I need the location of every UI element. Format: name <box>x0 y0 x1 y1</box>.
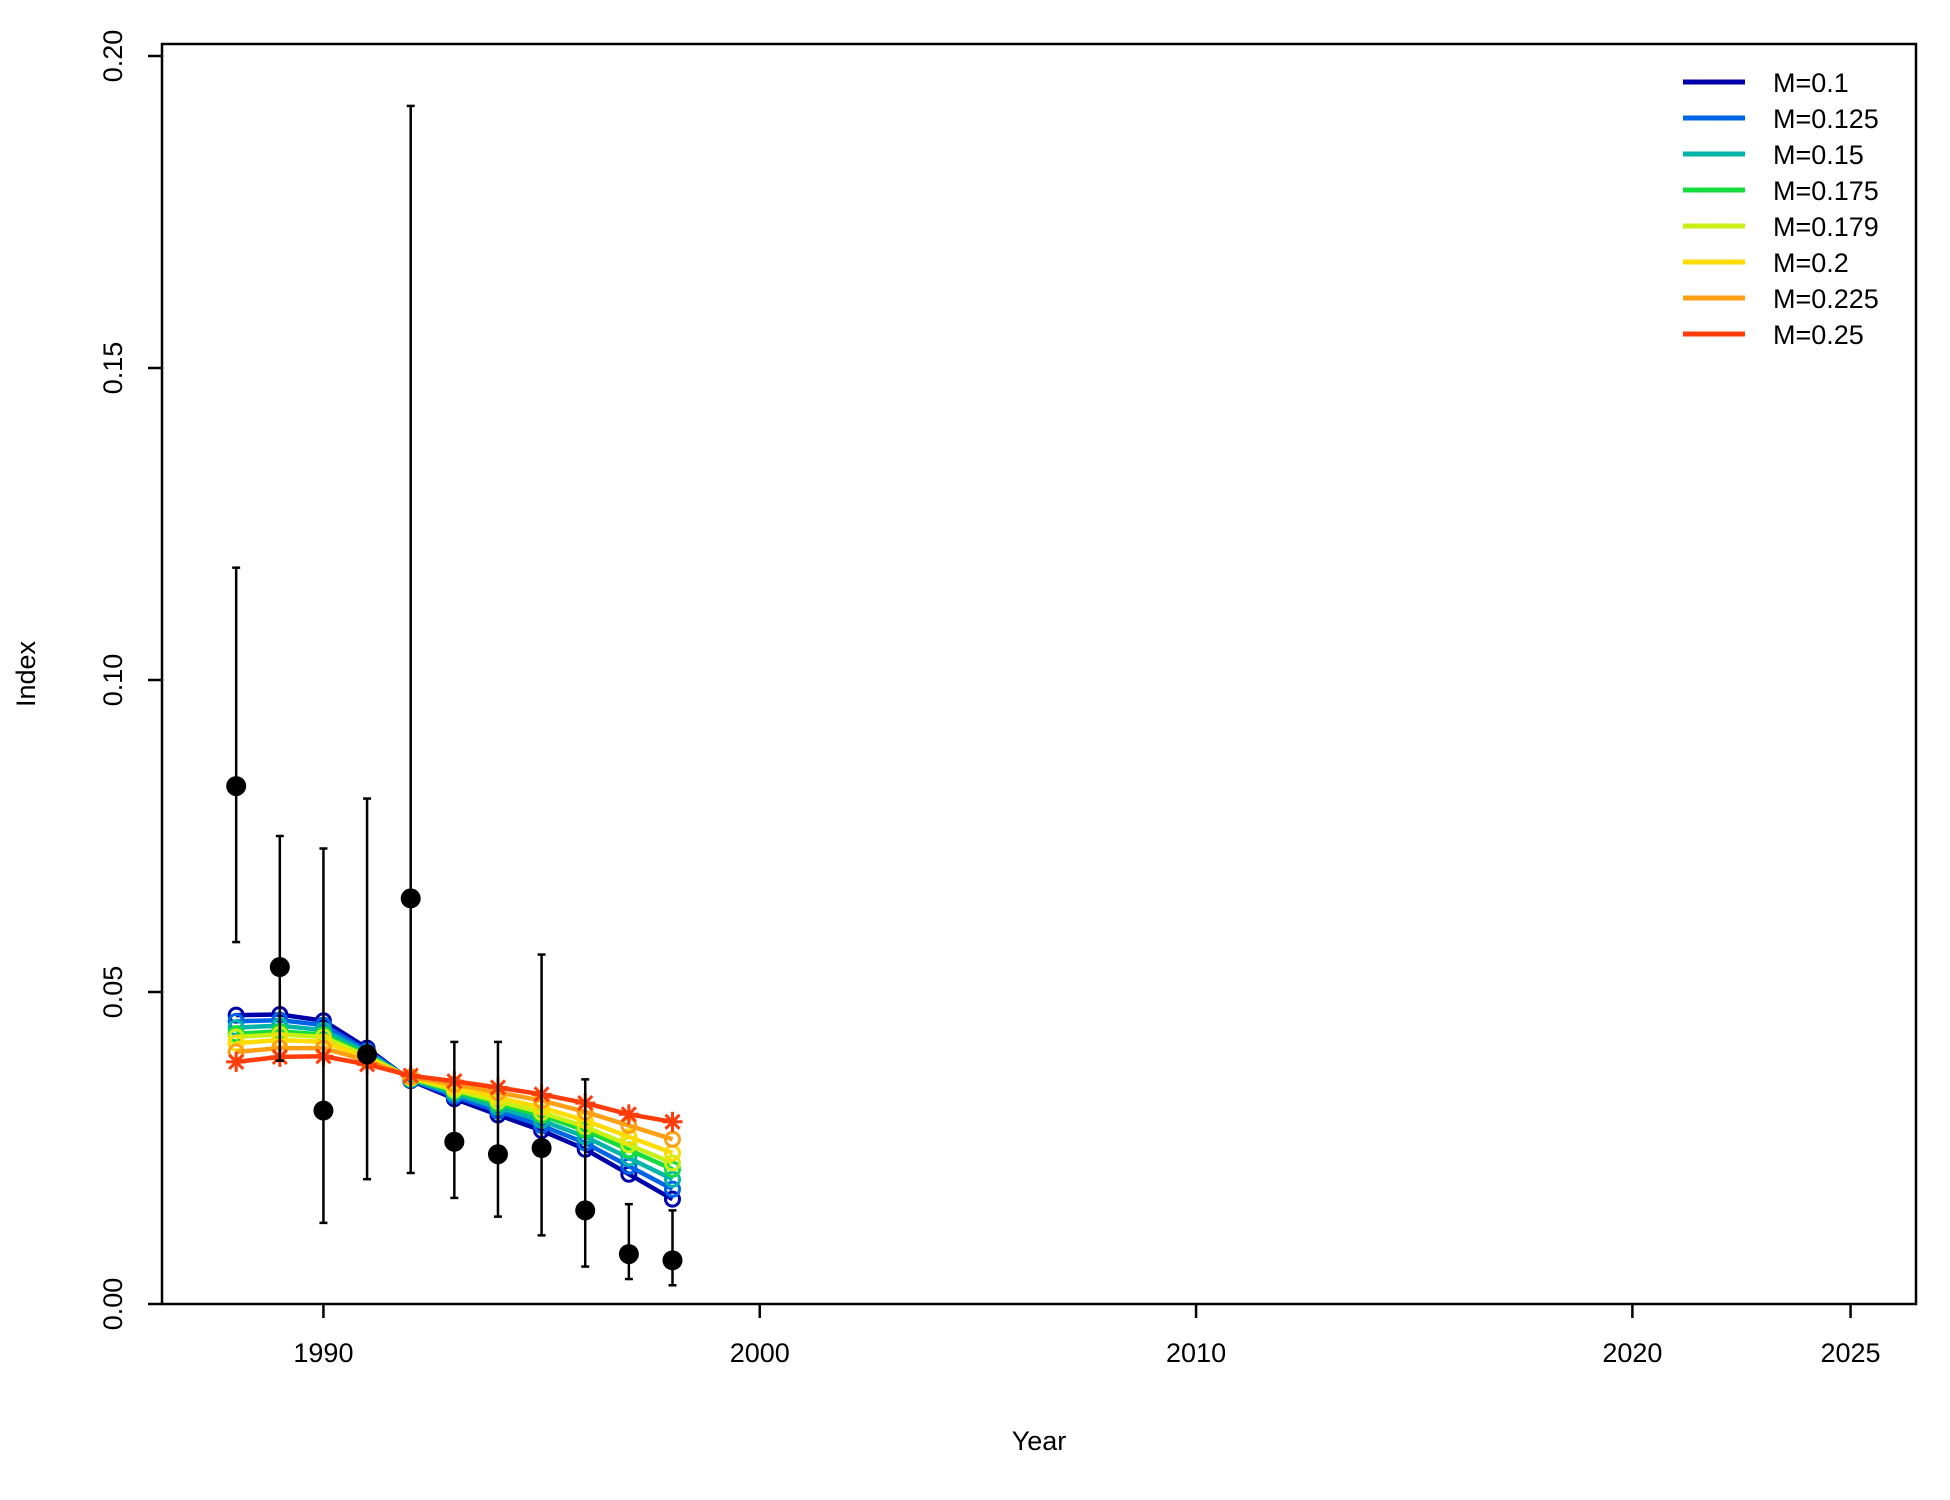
legend-label: M=0.179 <box>1773 212 1879 242</box>
observed-point-group <box>618 1202 639 1281</box>
series-point <box>663 1130 681 1148</box>
legend-item: M=0.175 <box>1683 176 1879 206</box>
y-tick-label: 0.15 <box>98 342 128 395</box>
x-tick-label: 2000 <box>730 1338 790 1368</box>
observed-point-group <box>487 1040 508 1218</box>
x-axis-title: Year <box>1012 1426 1067 1456</box>
observed-point <box>662 1250 683 1271</box>
observed-point <box>269 957 290 978</box>
x-axis: 1990 2000 2010 2020 2025 <box>293 1304 1881 1368</box>
legend-label: M=0.25 <box>1773 320 1864 350</box>
legend-item: M=0.125 <box>1683 104 1879 134</box>
series-point <box>662 1111 683 1132</box>
series-point <box>663 1154 681 1172</box>
legend-item: M=0.15 <box>1683 140 1864 170</box>
legend-item: M=0.2 <box>1683 248 1849 278</box>
y-tick-label: 0.05 <box>98 966 128 1019</box>
legend: M=0.1 M=0.125 M=0.15 M=0.175 M=0.179 M=0.2 M=0… <box>1683 68 1879 350</box>
observed-index <box>226 104 683 1287</box>
legend-item: M=0.179 <box>1683 212 1879 242</box>
y-tick-label: 0.20 <box>98 30 128 83</box>
legend-label: M=0.175 <box>1773 176 1879 206</box>
x-tick-label: 1990 <box>293 1338 353 1368</box>
series-point <box>227 1019 245 1037</box>
observed-point-group <box>662 1209 683 1287</box>
y-tick-label: 0.10 <box>98 654 128 707</box>
series-point <box>620 1128 638 1146</box>
y-axis-title: Index <box>11 640 41 707</box>
observed-point <box>357 1044 378 1065</box>
x-tick-label: 2025 <box>1821 1338 1881 1368</box>
legend-label: M=0.15 <box>1773 140 1864 170</box>
observed-point-group <box>269 834 290 1062</box>
series-point <box>227 1012 245 1030</box>
observed-point-group <box>575 1078 596 1268</box>
observed-point-group <box>400 104 421 1175</box>
y-tick-label: 0.00 <box>98 1278 128 1331</box>
observed-point-group <box>313 847 334 1225</box>
legend-label: M=0.125 <box>1773 104 1879 134</box>
series-point <box>618 1104 639 1125</box>
observed-point-group <box>444 1040 465 1200</box>
series-point <box>227 1006 245 1024</box>
observed-point-group <box>226 566 247 944</box>
legend-item: M=0.25 <box>1683 320 1864 350</box>
observed-point-group <box>357 797 378 1181</box>
series-point <box>663 1190 681 1208</box>
legend-label: M=0.225 <box>1773 284 1879 314</box>
plot-frame <box>160 42 1918 1306</box>
series-point <box>226 1051 247 1072</box>
observed-point <box>487 1144 508 1165</box>
observed-point <box>531 1138 552 1158</box>
legend-label: M=0.1 <box>1773 68 1849 98</box>
x-tick-label: 2010 <box>1166 1338 1226 1368</box>
observed-point <box>618 1244 639 1265</box>
series-point <box>663 1180 681 1198</box>
observed-point <box>226 776 247 797</box>
observed-point <box>575 1200 596 1221</box>
observed-point <box>400 888 421 909</box>
legend-item: M=0.1 <box>1683 68 1849 98</box>
x-tick-label: 2020 <box>1602 1338 1662 1368</box>
y-axis: 0.00 0.05 0.10 0.15 0.20 <box>98 30 162 1331</box>
series-point <box>663 1170 681 1188</box>
observed-point-group <box>531 953 552 1237</box>
observed-point <box>444 1131 465 1152</box>
legend-label: M=0.2 <box>1773 248 1849 278</box>
legend-item: M=0.225 <box>1683 284 1879 314</box>
observed-point <box>313 1100 334 1121</box>
